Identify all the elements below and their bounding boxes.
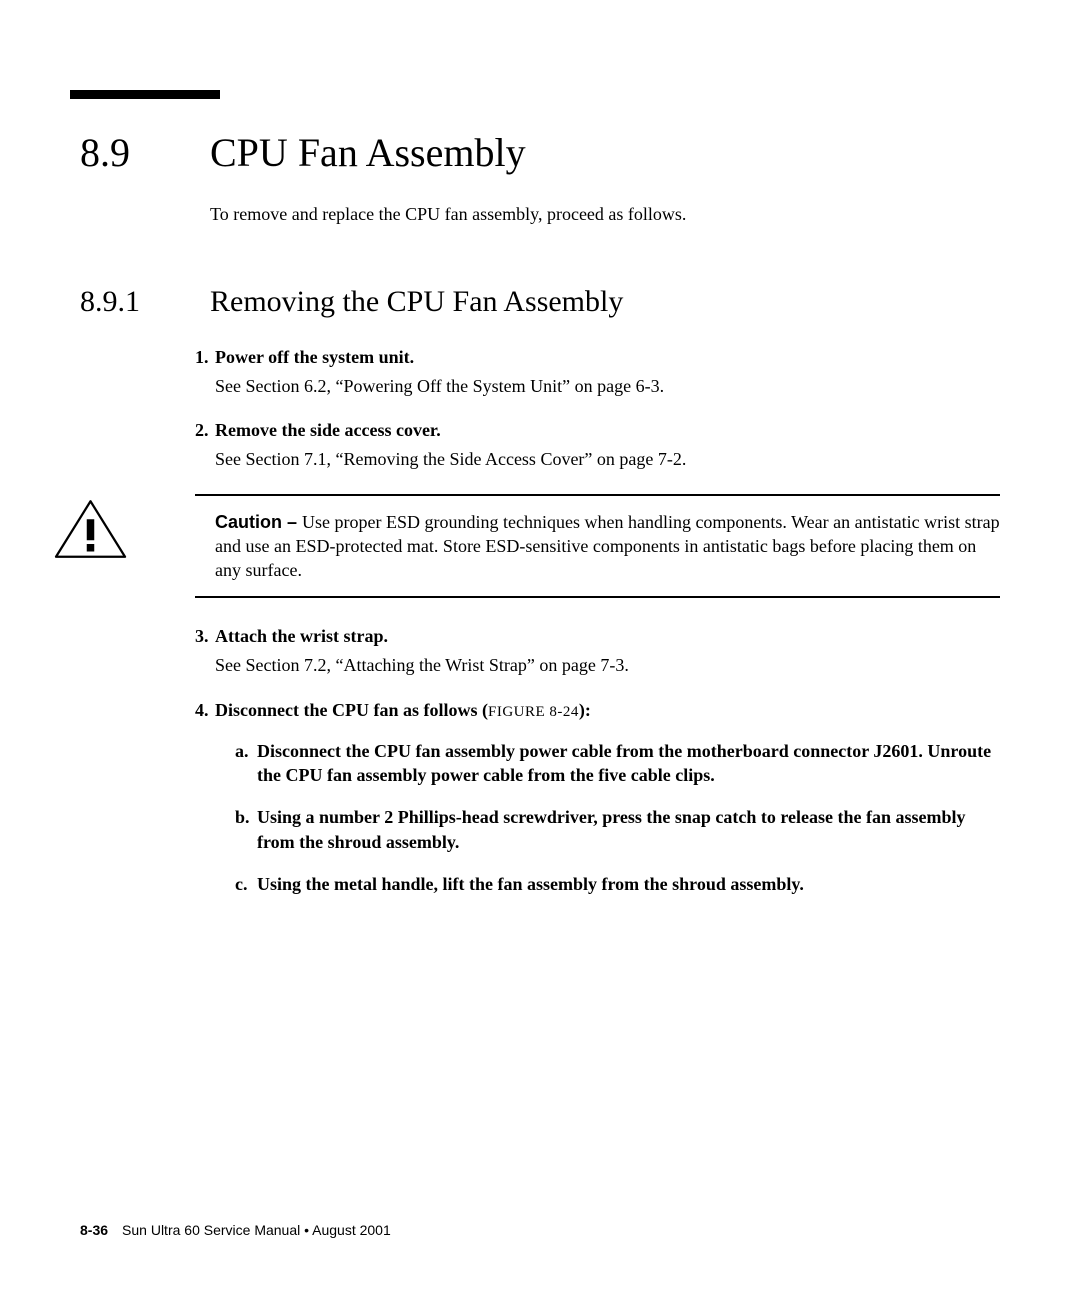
section-number: 8.9 [80, 129, 210, 176]
step-number: 3. [195, 626, 215, 647]
intro-paragraph: To remove and replace the CPU fan assemb… [210, 204, 1000, 225]
step-list: 1.Power off the system unit. See Section… [195, 347, 1000, 472]
step-title: Remove the side access cover. [215, 420, 441, 440]
caution-body: Use proper ESD grounding techniques when… [215, 512, 1000, 581]
substep-c: c. Using the metal handle, lift the fan … [235, 872, 1000, 896]
section-title: CPU Fan Assembly [210, 129, 526, 176]
step-body: See Section 7.1, “Removing the Side Acce… [215, 447, 1000, 471]
step-body: See Section 7.2, “Attaching the Wrist St… [215, 653, 1000, 677]
caution-block: Caution – Use proper ESD grounding techn… [195, 494, 1000, 599]
substep-text: Using the metal handle, lift the fan ass… [257, 872, 1000, 896]
step-body: See Section 6.2, “Powering Off the Syste… [215, 374, 1000, 398]
page-number: 8-36 [80, 1222, 108, 1238]
substep-list: a. Disconnect the CPU fan assembly power… [235, 739, 1000, 896]
subsection-number: 8.9.1 [80, 285, 210, 319]
step-head: 2.Remove the side access cover. [195, 420, 1000, 441]
substep-a: a. Disconnect the CPU fan assembly power… [235, 739, 1000, 788]
substep-letter: c. [235, 872, 257, 896]
step-title: Attach the wrist strap. [215, 626, 388, 646]
caution-label: Caution – [215, 512, 302, 532]
page: 8.9 CPU Fan Assembly To remove and repla… [0, 0, 1080, 1296]
section-rule [70, 90, 220, 99]
step-head: 4.Disconnect the CPU fan as follows (FIG… [195, 700, 1000, 721]
step-title-prefix: Disconnect the CPU fan as follows ( [215, 700, 488, 720]
heading-1: 8.9 CPU Fan Assembly [80, 129, 1000, 176]
step-2: 2.Remove the side access cover. See Sect… [195, 420, 1000, 471]
substep-b: b. Using a number 2 Phillips-head screwd… [235, 805, 1000, 854]
caution-text: Caution – Use proper ESD grounding techn… [215, 510, 1000, 583]
step-3: 3.Attach the wrist strap. See Section 7.… [195, 626, 1000, 677]
subsection-title: Removing the CPU Fan Assembly [210, 285, 623, 319]
substep-letter: a. [235, 739, 257, 788]
page-footer: 8-36 Sun Ultra 60 Service Manual • August… [80, 1222, 391, 1238]
substep-letter: b. [235, 805, 257, 854]
step-head: 3.Attach the wrist strap. [195, 626, 1000, 647]
substep-text: Disconnect the CPU fan assembly power ca… [257, 739, 1000, 788]
step-head: 1.Power off the system unit. [195, 347, 1000, 368]
footer-text: Sun Ultra 60 Service Manual • August 200… [122, 1222, 391, 1238]
figure-reference: FIGURE 8-24 [488, 704, 579, 720]
step-1: 1.Power off the system unit. See Section… [195, 347, 1000, 398]
step-number: 1. [195, 347, 215, 368]
step-title: Power off the system unit. [215, 347, 414, 367]
substep-text: Using a number 2 Phillips-head screwdriv… [257, 805, 1000, 854]
step-4: 4.Disconnect the CPU fan as follows (FIG… [195, 700, 1000, 896]
step-number: 2. [195, 420, 215, 441]
step-number: 4. [195, 700, 215, 721]
step-title-suffix: ): [579, 700, 591, 720]
heading-2: 8.9.1 Removing the CPU Fan Assembly [80, 285, 1000, 319]
caution-icon [53, 498, 128, 565]
step-list-cont: 3.Attach the wrist strap. See Section 7.… [195, 626, 1000, 896]
